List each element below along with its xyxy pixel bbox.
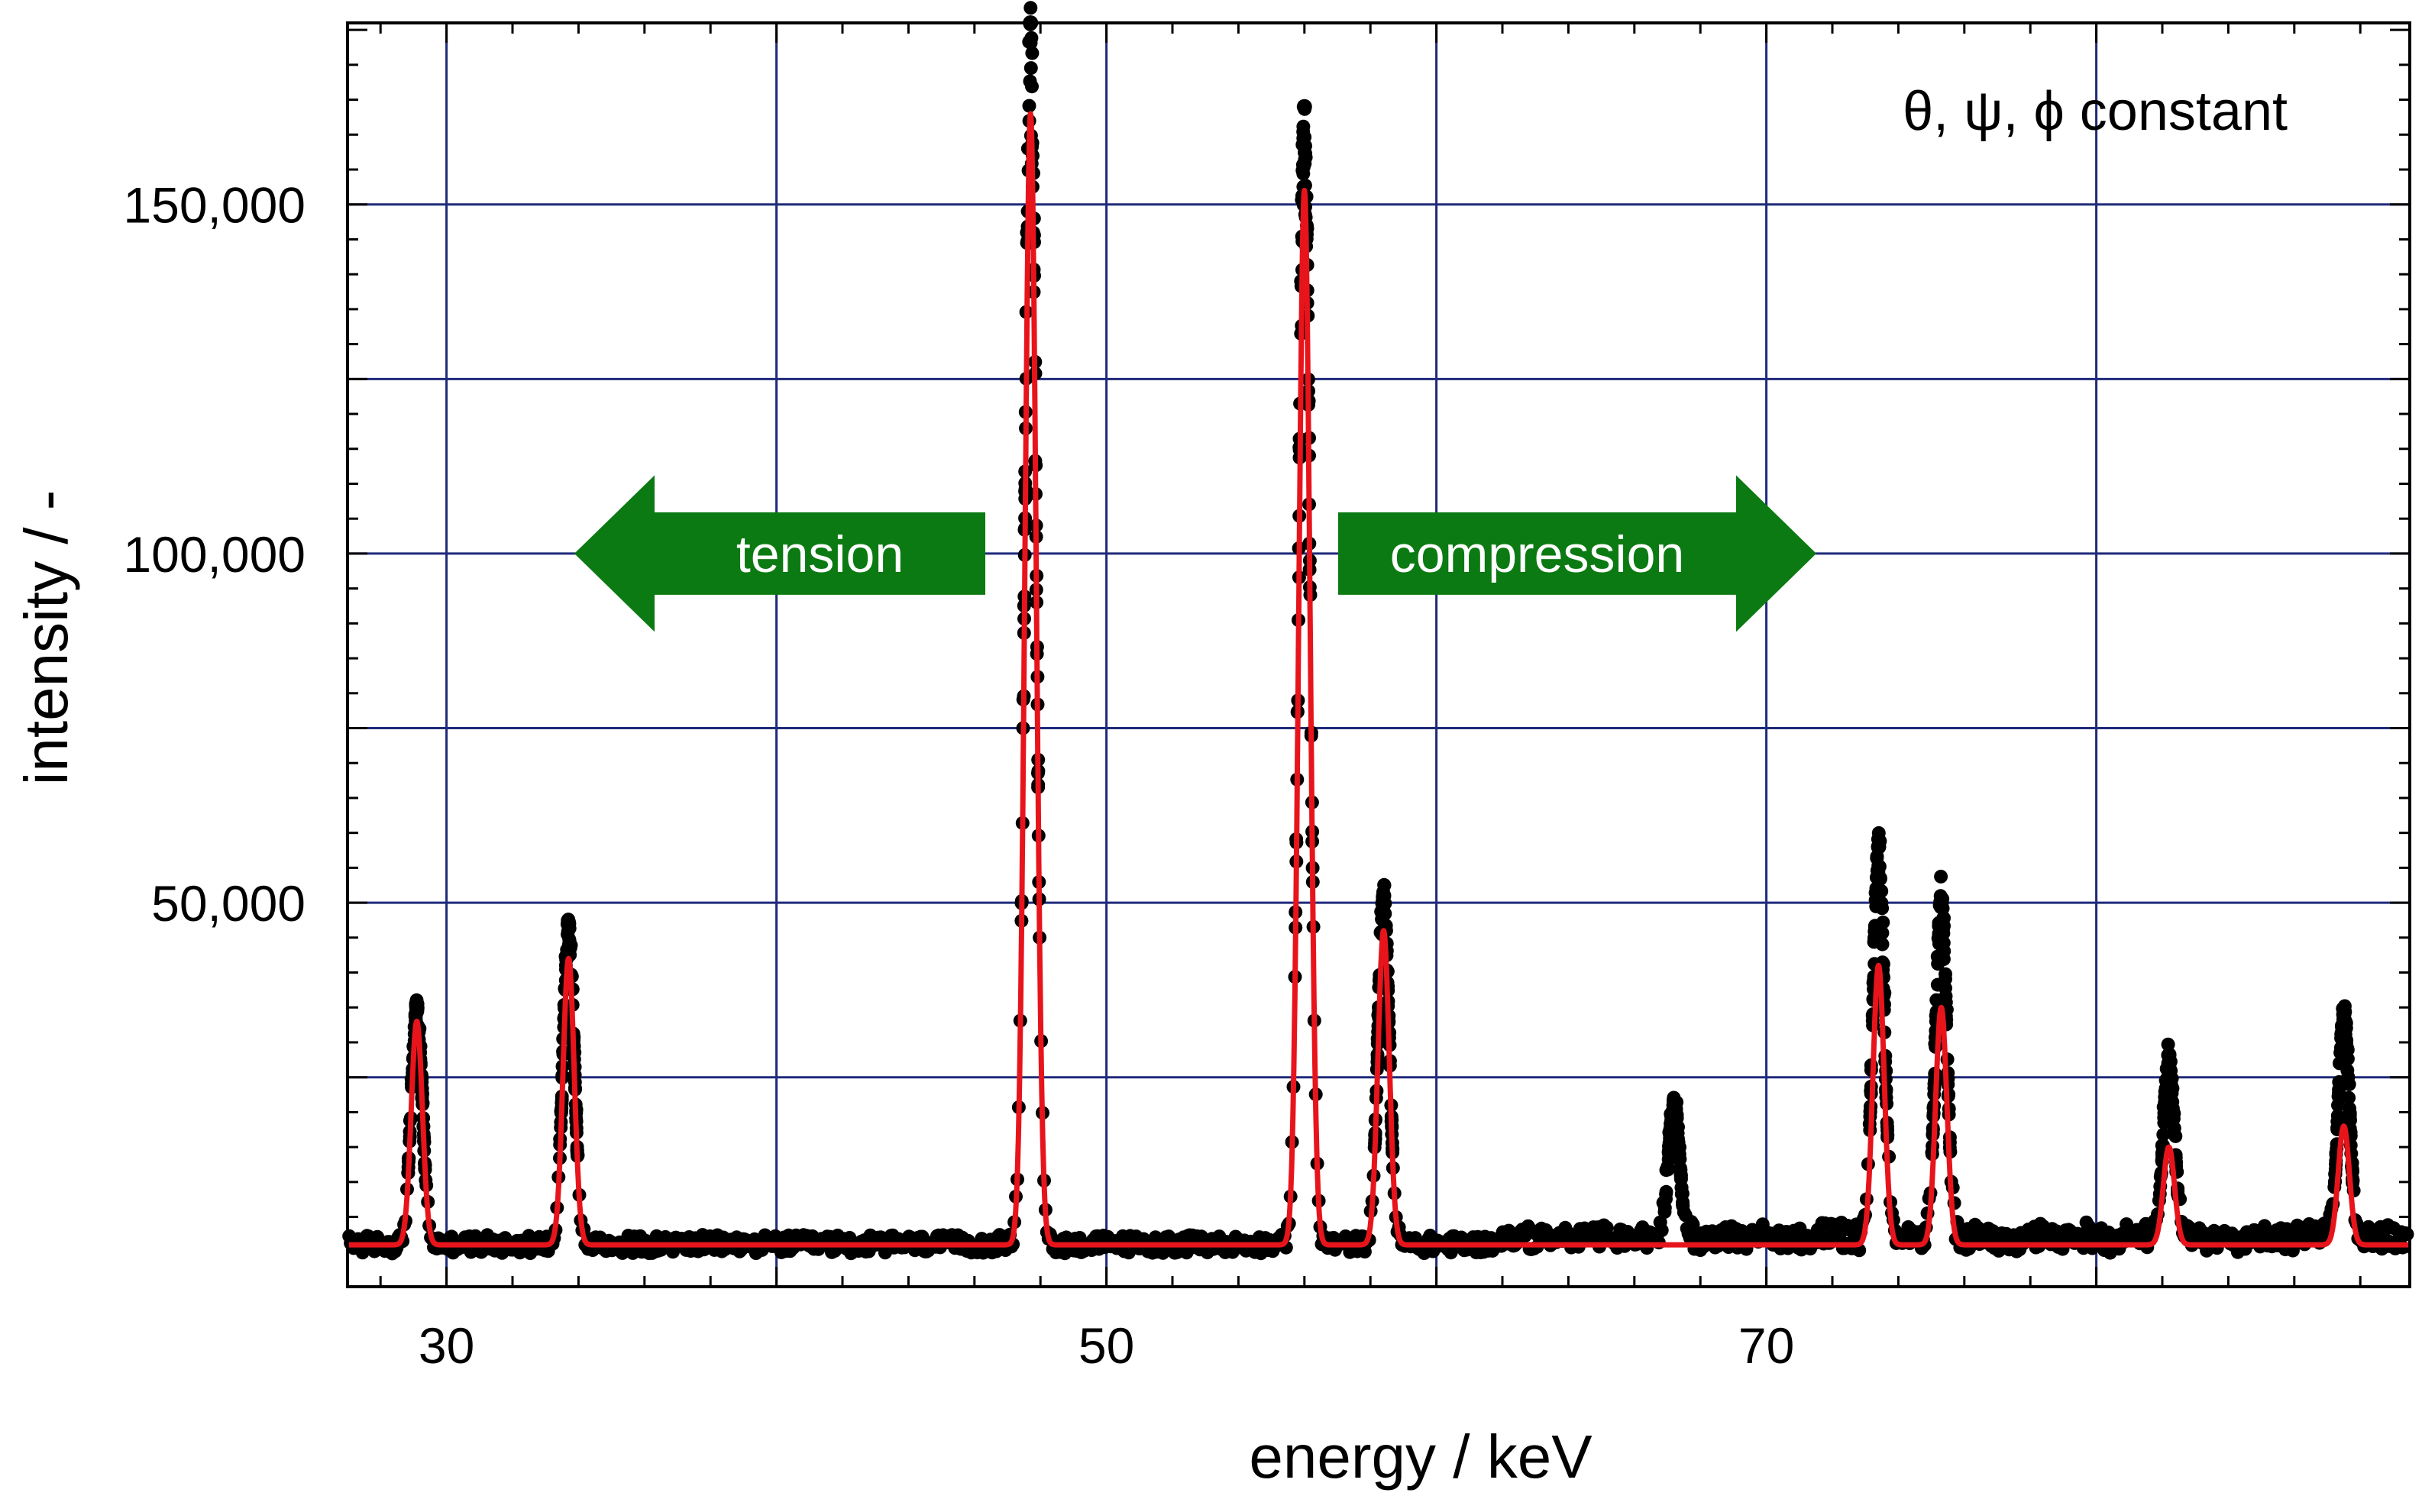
data-point [1933, 895, 1949, 911]
data-point [1654, 1223, 1669, 1238]
compression-arrow-shape [1338, 475, 1816, 632]
data-point [2335, 1032, 2349, 1047]
data-point [1022, 34, 1036, 49]
data-point [1930, 977, 1945, 992]
data-point [1665, 1113, 1680, 1126]
data-point [1871, 839, 1887, 855]
data-point [1932, 926, 1946, 941]
data-point [1673, 1161, 1687, 1175]
data-point [1939, 967, 1952, 981]
data-point [1296, 160, 1311, 174]
compression-arrow: compression [1338, 475, 1816, 632]
data-point [1666, 1097, 1682, 1113]
data-point [409, 1000, 425, 1016]
y-tick-label: 150,000 [123, 177, 306, 234]
data-point [1662, 1146, 1676, 1161]
data-point [1659, 1187, 1673, 1201]
data-point [1660, 1162, 1675, 1177]
data-point [1023, 1, 1038, 15]
data-point [1295, 137, 1310, 152]
data-point [2400, 1227, 2414, 1242]
fit-curve-group [345, 111, 2411, 1248]
y-axis-label: intensity / - [12, 490, 80, 786]
data-point [2330, 1109, 2345, 1123]
y-tick-label: 50,000 [151, 875, 306, 932]
data-point [2331, 1089, 2346, 1103]
data-point [2165, 1078, 2178, 1093]
data-point [1674, 1181, 1689, 1195]
data-point [1022, 99, 1036, 113]
data-point [1376, 888, 1392, 903]
x-tick-label: 30 [419, 1317, 474, 1374]
data-point [1934, 869, 1948, 884]
data-point [2156, 1127, 2171, 1142]
data-point [2341, 1071, 2355, 1084]
data-point [2336, 1006, 2352, 1023]
fit-curve [345, 111, 2411, 1248]
data-point [1298, 178, 1312, 192]
tension-arrow-shape [574, 475, 985, 632]
data-point [561, 916, 577, 932]
direction-arrows: tension compression [574, 475, 1816, 632]
data-point [2340, 1052, 2355, 1066]
plot-frame [346, 21, 2411, 1288]
tick-labels: 30 50 70 50,000 100,000 150,000 [123, 177, 1794, 1374]
x-axis-label: energy / keV [1249, 1423, 1593, 1491]
data-point [1664, 1126, 1678, 1140]
data-point [1657, 1200, 1672, 1215]
data-point [1937, 944, 1952, 958]
data-point [1871, 825, 1886, 840]
data-point [2343, 1110, 2357, 1125]
data-point [2167, 1121, 2181, 1136]
data-point [2257, 1219, 2272, 1233]
data-point [2161, 1055, 2177, 1071]
x-tick-label: 70 [1738, 1317, 1794, 1374]
y-tick-label: 100,000 [123, 526, 306, 583]
annotation: θ, ψ, ϕ constant [1903, 81, 2288, 142]
data-point [1023, 74, 1037, 89]
grid-lines [348, 23, 2410, 1287]
data-point [1870, 851, 1884, 865]
data-point [1869, 881, 1884, 896]
data-point [2166, 1105, 2181, 1119]
tension-arrow: tension [574, 475, 985, 632]
data-point [1875, 926, 1890, 940]
measured-points [342, 1, 2414, 1261]
x-tick-label: 50 [1078, 1317, 1134, 1374]
tension-arrow-label: tension [736, 525, 904, 583]
data-point [1676, 1195, 1690, 1210]
compression-arrow-label: compression [1390, 525, 1685, 583]
data-point [1296, 99, 1312, 115]
data-point [1296, 119, 1311, 134]
plot-border [346, 21, 2411, 1288]
data-point [1869, 899, 1884, 913]
data-point [1025, 46, 1040, 60]
data-point [1376, 900, 1390, 914]
data-point [1023, 61, 1038, 76]
